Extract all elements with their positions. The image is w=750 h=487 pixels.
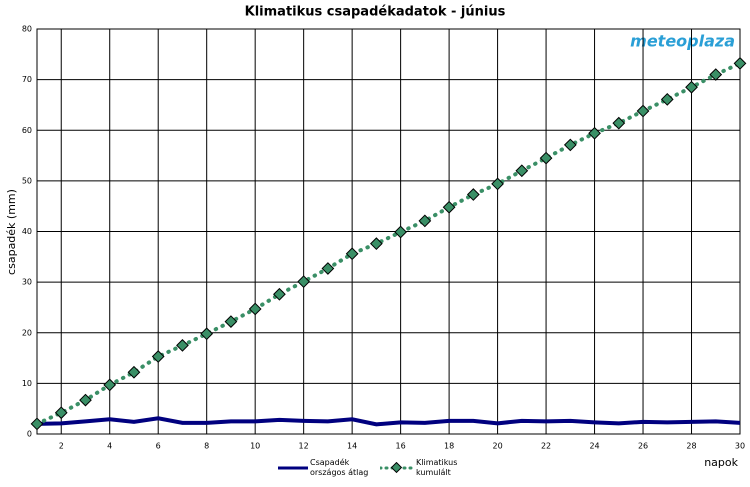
- marker: [224, 315, 238, 328]
- x-tick-label: 30: [735, 442, 745, 451]
- marker: [636, 104, 650, 118]
- x-tick-label: 16: [396, 442, 406, 451]
- marker: [370, 237, 383, 251]
- marker: [466, 188, 480, 201]
- legend-label: Csapadék országos átlag: [310, 458, 369, 477]
- legend-item: Csapadék országos átlag: [278, 458, 368, 478]
- marker: [539, 151, 553, 165]
- x-tick-label: 22: [541, 442, 551, 451]
- marker: [79, 393, 92, 407]
- x-axis-label: napok: [704, 456, 738, 469]
- y-tick-label: 30: [22, 278, 32, 287]
- marker: [151, 350, 165, 363]
- marker: [30, 417, 44, 431]
- marker: [321, 262, 335, 275]
- y-tick-label: 10: [22, 379, 32, 388]
- x-tick-label: 10: [250, 442, 260, 451]
- legend-label: Klimatikus kumulált: [416, 458, 458, 477]
- legend-marker: [390, 462, 403, 474]
- x-tick-label: 28: [686, 442, 696, 451]
- marker: [200, 327, 214, 341]
- marker: [733, 57, 747, 70]
- marker: [588, 126, 601, 140]
- marker: [103, 378, 117, 392]
- series-line: [36, 416, 741, 427]
- x-tick-label: 6: [156, 442, 161, 451]
- x-tick-label: 12: [299, 442, 309, 451]
- marker: [709, 68, 723, 81]
- y-tick-label: 40: [22, 227, 32, 236]
- y-tick-label: 0: [27, 430, 32, 439]
- marker: [685, 80, 698, 94]
- marker: [54, 406, 68, 420]
- plot-frame: [36, 28, 741, 435]
- x-tick-label: 20: [492, 442, 502, 451]
- legend-swatch: [380, 462, 416, 474]
- y-tick-label: 60: [22, 126, 32, 135]
- marker: [491, 177, 504, 191]
- marker: [394, 225, 407, 239]
- chart-title: Klimatikus csapadékadatok - június: [245, 5, 506, 20]
- marker: [515, 164, 529, 178]
- x-tick-label: 26: [638, 442, 648, 451]
- logo: meteoplaza: [630, 32, 735, 51]
- series-line: [35, 61, 742, 426]
- y-tick-label: 20: [22, 328, 32, 337]
- marker: [127, 365, 141, 379]
- y-tick-label: 50: [22, 176, 32, 185]
- marker: [297, 275, 311, 288]
- marker: [660, 93, 674, 106]
- x-tick-label: 2: [59, 442, 64, 451]
- marker: [345, 247, 359, 261]
- x-tick-label: 14: [347, 442, 357, 451]
- marker: [563, 138, 577, 152]
- x-tick-label: 4: [107, 442, 112, 451]
- marker: [418, 214, 432, 228]
- marker: [612, 116, 626, 130]
- y-axis-label: csapadék (mm): [5, 189, 18, 275]
- x-tick-label: 8: [204, 442, 209, 451]
- marker: [442, 200, 456, 214]
- x-tick-label: 18: [444, 442, 454, 451]
- marker: [273, 287, 286, 301]
- y-tick-label: 70: [22, 75, 32, 84]
- marker: [176, 339, 189, 352]
- legend-item: Klimatikus kumulált: [380, 458, 457, 478]
- legend-swatch: [278, 466, 308, 470]
- y-tick-label: 80: [22, 25, 32, 34]
- x-tick-label: 24: [589, 442, 599, 451]
- marker: [248, 302, 262, 316]
